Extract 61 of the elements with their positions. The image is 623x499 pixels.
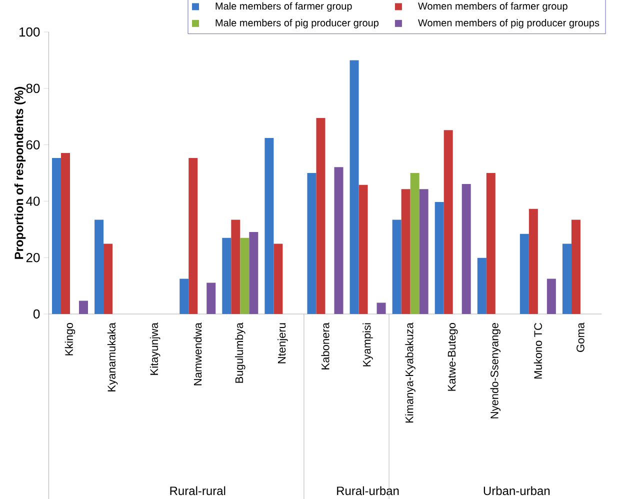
- bar: [462, 184, 471, 314]
- bar: [274, 244, 283, 314]
- x-tick-label: Nyendo-Ssenyange: [490, 323, 501, 418]
- bar: [376, 302, 386, 314]
- y-tick-label: 80: [26, 84, 40, 93]
- bar: [180, 278, 189, 314]
- y-tick-label: 60: [26, 140, 40, 150]
- legend-label: Male members of pig producer group: [216, 19, 379, 28]
- y-axis-title: Proportion of respondents (%): [14, 86, 26, 259]
- bar: [206, 282, 216, 314]
- bar: [307, 173, 316, 314]
- bar: [104, 244, 113, 314]
- bar: [419, 189, 428, 314]
- bar: [316, 118, 326, 314]
- y-tick-label: 40: [26, 196, 40, 206]
- bar: [188, 158, 198, 314]
- bar: [249, 232, 258, 314]
- x-tick-label: Katwe-Butego: [448, 323, 458, 391]
- text: Rural-urban: [337, 486, 399, 496]
- bar: [264, 138, 274, 314]
- legend-label: Women members of farmer group: [418, 2, 568, 12]
- y-tick-label: 20: [26, 252, 40, 262]
- bar: [546, 278, 556, 314]
- text: Rural-rural: [170, 486, 226, 496]
- bar: [401, 189, 410, 314]
- bar: [334, 167, 344, 314]
- y-tick-label: 100: [20, 27, 40, 37]
- bar: [61, 152, 70, 314]
- bar: [350, 60, 359, 314]
- bar: [528, 208, 538, 314]
- x-tick-label: Kyanamukaka: [107, 322, 118, 392]
- y-tick-label: 0: [33, 309, 40, 319]
- legend-label: Male members of farmer group: [216, 2, 352, 12]
- bar: [358, 184, 368, 314]
- bar: [231, 220, 240, 314]
- x-tick-label: Kkingo: [64, 323, 76, 356]
- x-tick-label: Namwendwa: [194, 322, 202, 386]
- bar: [562, 244, 572, 314]
- bar: [240, 238, 250, 314]
- bar: [94, 220, 104, 314]
- x-tick-label: Bugulumbya: [235, 322, 246, 383]
- bar: [410, 173, 420, 314]
- legend-label: Women members of pig producer groups: [418, 19, 600, 28]
- bar: [79, 300, 88, 314]
- bar: [392, 220, 402, 314]
- x-tick-label: Mukono TC: [534, 322, 542, 378]
- bar: [434, 202, 444, 314]
- bar: [222, 238, 232, 314]
- bar: [571, 220, 580, 314]
- x-tick-label: Kyampisi: [362, 323, 373, 366]
- x-tick-label: Kimanya-Kyabakuza: [405, 322, 416, 423]
- bar: [52, 158, 62, 314]
- bar: [486, 173, 496, 314]
- bar: [477, 258, 486, 314]
- x-tick-label: Goma: [576, 322, 584, 352]
- bar: [444, 130, 453, 314]
- x-tick-label: Ntenjeru: [278, 323, 288, 364]
- x-tick-label: Kabonera: [321, 322, 330, 370]
- text: Urban-urban: [484, 486, 550, 496]
- bar: [520, 234, 529, 314]
- x-tick-label: Kitayunjwa: [150, 322, 160, 375]
